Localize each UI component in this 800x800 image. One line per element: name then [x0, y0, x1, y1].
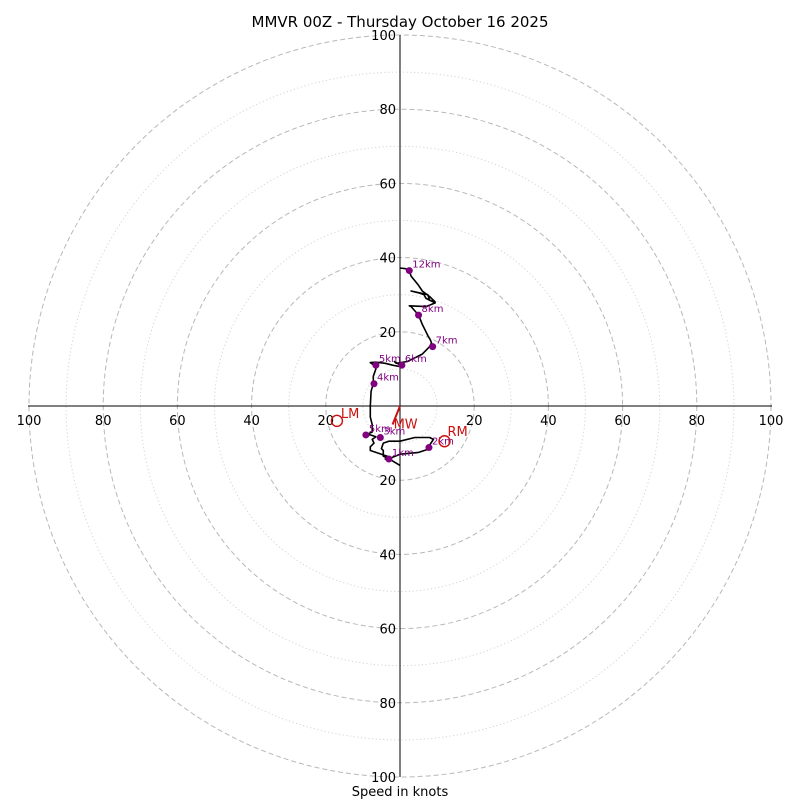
- y-tick-label: 20: [379, 326, 396, 341]
- height-label: 12km: [412, 260, 440, 271]
- height-label: 2km: [432, 437, 454, 448]
- height-point: [370, 380, 378, 388]
- right-mover-label: RM: [448, 425, 468, 440]
- y-tick-label: 60: [379, 623, 396, 638]
- x-tick-label: 100: [17, 414, 42, 429]
- height-label: 5km: [369, 424, 391, 435]
- x-tick-label: 80: [95, 414, 112, 429]
- x-tick-label: 20: [318, 414, 335, 429]
- y-tick-label: 20: [379, 474, 396, 489]
- height-point: [362, 431, 370, 439]
- height-label: 3km: [383, 427, 405, 438]
- x-tick-label: 60: [169, 414, 186, 429]
- y-tick-label: 40: [379, 548, 396, 563]
- left-mover-marker: [330, 414, 344, 428]
- chart-title: MMVR 00Z - Thursday October 16 2025: [252, 13, 549, 31]
- y-tick-label: 80: [379, 697, 396, 712]
- height-point: [425, 444, 433, 452]
- x-tick-label: 80: [689, 414, 706, 429]
- height-label: 1km: [392, 448, 414, 459]
- mean-wind-vector: [391, 405, 401, 425]
- height-point: [429, 343, 437, 351]
- height-point: [372, 361, 380, 369]
- mean-wind-label: MW: [394, 418, 418, 433]
- height-point: [376, 434, 384, 442]
- height-point: [415, 311, 423, 319]
- y-tick-label: 40: [379, 252, 396, 267]
- height-point: [405, 267, 413, 275]
- y-tick-label: 100: [371, 771, 396, 786]
- height-label: 5km: [379, 354, 401, 365]
- height-point: [398, 361, 406, 369]
- height-point: [385, 455, 393, 463]
- x-tick-label: 100: [759, 414, 784, 429]
- x-axis-label: Speed in knots: [352, 785, 449, 800]
- height-label: 4km: [377, 373, 399, 384]
- x-tick-label: 40: [540, 414, 557, 429]
- y-tick-label: 60: [379, 177, 396, 192]
- y-tick-label: 100: [371, 29, 396, 44]
- height-label: 6km: [405, 354, 427, 365]
- right-mover-marker: [438, 435, 451, 448]
- left-mover-label: LM: [341, 407, 359, 422]
- x-tick-label: 60: [614, 414, 631, 429]
- x-tick-label: 40: [243, 414, 260, 429]
- x-tick-label: 20: [466, 414, 483, 429]
- height-label: 7km: [436, 336, 458, 347]
- axis-tick-labels: 100 80 60 40 20 20 40 60 80 100 100 80 60 40 20 20 40 60 8…: [17, 29, 784, 786]
- height-label: 8km: [422, 304, 444, 315]
- y-tick-label: 80: [379, 103, 396, 118]
- storm-motion-markers: RM LM MW: [330, 405, 468, 448]
